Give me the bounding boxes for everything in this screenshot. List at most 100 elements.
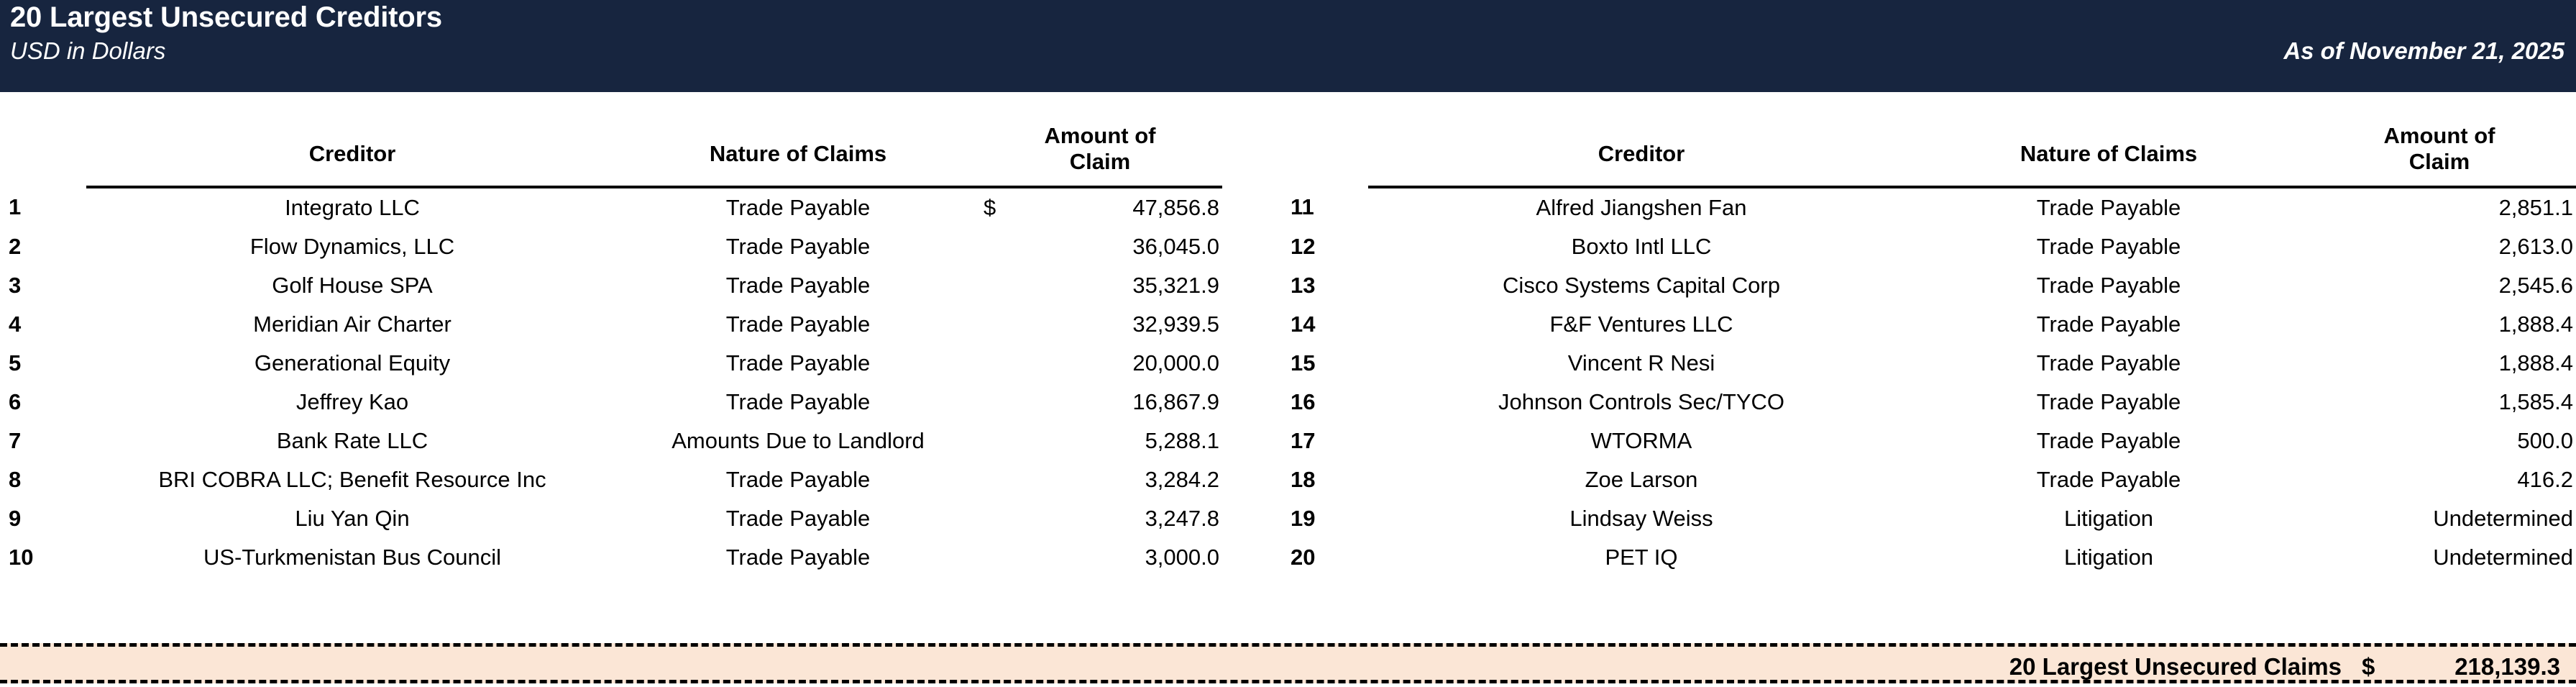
row-nature-right: Trade Payable <box>2036 428 2181 453</box>
row-amount-right: 1,585.4 <box>2498 389 2573 414</box>
table-row: 15 Vincent R Nesi Trade Payable 1,888.4 <box>1282 344 2576 383</box>
row-creditor-left: US-Turkmenistan Bus Council <box>203 545 502 570</box>
table-row: 3 Golf House SPA Trade Payable 35,321.9 <box>0 266 1222 305</box>
row-currency-left <box>978 344 1042 383</box>
row-creditor-left: Flow Dynamics, LLC <box>249 234 455 259</box>
row-nature-right: Litigation <box>2063 545 2154 570</box>
column-header-nature-right: Nature of Claims <box>1915 92 2303 188</box>
row-creditor-left: Generational Equity <box>254 350 451 376</box>
row-nature-left: Trade Payable <box>725 273 871 298</box>
table-row: 4 Meridian Air Charter Trade Payable 32,939… <box>0 305 1222 344</box>
row-creditor-right: Johnson Controls Sec/TYCO <box>1498 389 1784 414</box>
table-row: 20 PET IQ Litigation Undetermined <box>1282 538 2576 577</box>
row-rank-right: 20 <box>1291 545 1316 570</box>
total-band: 20 Largest Unsecured Claims $ 218,139.3 <box>0 643 2576 683</box>
table-row: 19 Lindsay Weiss Litigation Undetermined <box>1282 499 2576 538</box>
column-header-rank-right <box>1282 92 1368 187</box>
row-creditor-right: Zoe Larson <box>1585 467 1698 492</box>
row-currency-left <box>978 460 1042 499</box>
row-rank-right: 14 <box>1291 311 1316 337</box>
creditors-table-left-panel: Creditor Nature of Claims Amount of Clai… <box>0 92 1222 643</box>
row-amount-left: 3,284.2 <box>1145 467 1219 492</box>
row-amount-right: 416.2 <box>2517 467 2573 492</box>
table-row: 10 US-Turkmenistan Bus Council Trade Payab… <box>0 538 1222 577</box>
row-creditor-left: Bank Rate LLC <box>276 428 428 453</box>
row-creditor-left: Golf House SPA <box>272 273 433 298</box>
row-amount-left: 36,045.0 <box>1132 234 1219 259</box>
row-creditor-left: Integrato LLC <box>285 195 420 220</box>
row-amount-right: Undetermined <box>2433 545 2573 570</box>
table-row: 12 Boxto Intl LLC Trade Payable 2,613.0 <box>1282 227 2576 266</box>
column-header-amount-line1-right: Amount of <box>2383 122 2495 148</box>
row-nature-right: Trade Payable <box>2036 273 2181 298</box>
row-amount-left: 35,321.9 <box>1132 273 1219 298</box>
row-rank-left: 9 <box>9 506 22 531</box>
row-currency-right <box>2303 187 2346 227</box>
row-rank-left: 10 <box>9 545 34 570</box>
row-currency-left <box>978 383 1042 422</box>
creditors-table-right-panel: Creditor Nature of Claims Amount of Clai… <box>1282 92 2576 643</box>
row-amount-left: 20,000.0 <box>1132 350 1219 376</box>
table-row: 6 Jeffrey Kao Trade Payable 16,867.9 <box>0 383 1222 422</box>
row-currency-right <box>2303 460 2346 499</box>
row-amount-left: 5,288.1 <box>1145 428 1219 453</box>
row-nature-right: Trade Payable <box>2036 389 2181 414</box>
row-currency-left <box>978 499 1042 538</box>
row-rank-right: 18 <box>1291 467 1316 492</box>
row-nature-left: Trade Payable <box>725 350 871 376</box>
table-row: 1 Integrato LLC Trade Payable $47,856.8 <box>0 187 1222 227</box>
column-header-creditor-left: Creditor <box>86 92 618 188</box>
row-rank-right: 12 <box>1291 234 1316 259</box>
row-amount-left: 47,856.8 <box>1132 195 1219 220</box>
row-currency-right <box>2303 499 2346 538</box>
row-currency-left <box>978 422 1042 460</box>
row-currency-right <box>2303 227 2346 266</box>
row-currency-left <box>978 266 1042 305</box>
column-header-amount-right: Amount of Claim <box>2303 92 2576 188</box>
row-creditor-right: Alfred Jiangshen Fan <box>1536 195 1747 220</box>
row-rank-right: 17 <box>1291 428 1316 453</box>
row-creditor-right: Vincent R Nesi <box>1567 350 1715 376</box>
row-currency-right <box>2303 383 2346 422</box>
column-header-creditor-right: Creditor <box>1368 92 1915 188</box>
row-creditor-right: WTORMA <box>1590 428 1692 453</box>
creditors-table-right: Creditor Nature of Claims Amount of Clai… <box>1282 92 2576 577</box>
row-nature-right: Trade Payable <box>2036 311 2181 337</box>
total-amount: 218,139.3 <box>2454 653 2560 680</box>
row-rank-right: 15 <box>1291 350 1316 376</box>
table-row: 14 F&F Ventures LLC Trade Payable 1,888.4 <box>1282 305 2576 344</box>
as-of-date: As of November 21, 2025 <box>2283 37 2564 64</box>
row-currency-left <box>978 538 1042 577</box>
total-currency-symbol: $ <box>2362 653 2375 680</box>
row-rank-right: 19 <box>1291 506 1316 531</box>
row-amount-right: Undetermined <box>2433 506 2573 531</box>
row-amount-left: 16,867.9 <box>1132 389 1219 414</box>
row-creditor-left: Jeffrey Kao <box>295 389 409 414</box>
row-nature-left: Trade Payable <box>725 195 871 220</box>
row-amount-right: 2,851.1 <box>2498 195 2573 220</box>
table-row: 16 Johnson Controls Sec/TYCO Trade Payable… <box>1282 383 2576 422</box>
row-currency-right <box>2303 344 2346 383</box>
row-currency-left <box>978 227 1042 266</box>
row-creditor-right: Boxto Intl LLC <box>1571 234 1712 259</box>
column-header-amount-left: Amount of Claim <box>978 92 1222 188</box>
total-row: 20 Largest Unsecured Claims $ 218,139.3 <box>2009 647 2576 687</box>
tables-area: Creditor Nature of Claims Amount of Clai… <box>0 92 2576 643</box>
column-header-rank-left <box>0 92 86 187</box>
table-row: 9 Liu Yan Qin Trade Payable 3,247.8 <box>0 499 1222 538</box>
row-nature-right: Trade Payable <box>2036 467 2181 492</box>
row-nature-right: Trade Payable <box>2036 234 2181 259</box>
row-rank-left: 8 <box>9 467 22 492</box>
row-creditor-right: Lindsay Weiss <box>1569 506 1713 531</box>
row-nature-left: Trade Payable <box>725 545 871 570</box>
row-rank-left: 4 <box>9 311 22 337</box>
row-amount-left: 32,939.5 <box>1132 311 1219 337</box>
row-currency-left: $ <box>984 195 996 220</box>
row-currency-left <box>978 305 1042 344</box>
row-rank-left: 2 <box>9 234 22 259</box>
row-currency-right <box>2303 422 2346 460</box>
table-row: 8 BRI COBRA LLC; Benefit Resource Inc Trad… <box>0 460 1222 499</box>
row-rank-left: 3 <box>9 273 22 298</box>
row-amount-right: 1,888.4 <box>2498 350 2573 376</box>
